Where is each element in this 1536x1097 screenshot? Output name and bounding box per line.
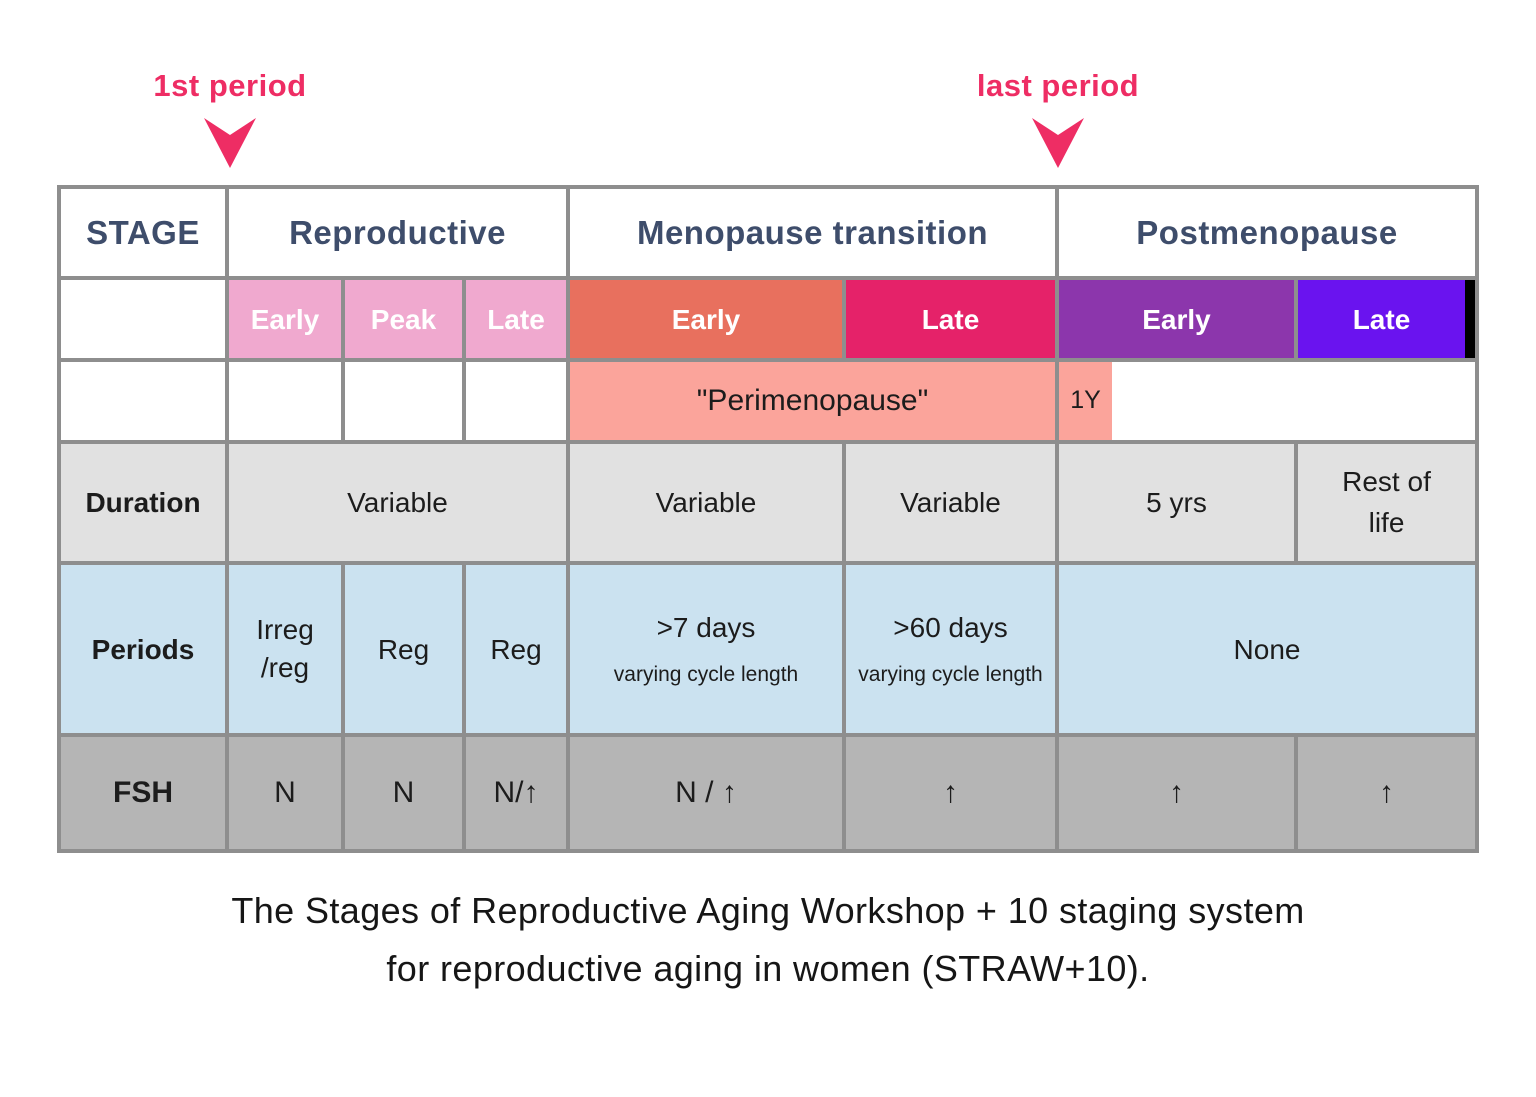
periods-gt60-subtext: varying cycle length — [858, 662, 1043, 686]
perimenopause-band: "Perimenopause" — [570, 362, 1055, 440]
last-period-label: last period — [976, 68, 1140, 103]
duration-transition-late: Variable — [846, 444, 1055, 561]
fsh-postmenopause-late: ↑ — [1298, 737, 1475, 849]
periods-reproductive-early: Irreg /reg — [229, 565, 341, 733]
duration-postmenopause-late: Rest of life — [1298, 444, 1475, 561]
fsh-reproductive-late: N/↑ — [466, 737, 566, 849]
duration-postmenopause-early: 5 yrs — [1059, 444, 1294, 561]
periods-reproductive-peak: Reg — [345, 565, 462, 733]
periods-row-label: Periods — [61, 565, 225, 733]
periods-gt7-days: >7 days — [656, 611, 756, 643]
duration-row-label: Duration — [61, 444, 225, 561]
one-year-block: 1Y — [1059, 362, 1112, 440]
periods-gt60-days: >60 days — [893, 611, 1008, 643]
periods-reproductive-late: Reg — [466, 565, 566, 733]
fsh-transition-early: N / ↑ — [570, 737, 842, 849]
perimenopause-empty-cell — [345, 362, 462, 440]
periods-transition-early: >7 days varying cycle length — [570, 565, 842, 733]
duration-transition-early: Variable — [570, 444, 842, 561]
fsh-reproductive-peak: N — [345, 737, 462, 849]
fsh-row-label: FSH — [61, 737, 225, 849]
down-arrow-icon — [204, 118, 256, 168]
fsh-postmenopause-early: ↑ — [1059, 737, 1294, 849]
fsh-transition-late: ↑ — [846, 737, 1055, 849]
perimenopause-empty-cell — [466, 362, 566, 440]
caption-line-1: The Stages of Reproductive Aging Worksho… — [231, 890, 1305, 931]
periods-postmenopause: None — [1059, 565, 1475, 733]
caption-line-2: for reproductive aging in women (STRAW+1… — [386, 948, 1150, 990]
header-reproductive: Reproductive — [229, 189, 566, 276]
substage-postmenopause-late: Late — [1298, 280, 1475, 358]
perimenopause-empty-cell — [229, 362, 341, 440]
header-stage: STAGE — [61, 189, 225, 276]
down-arrow-icon — [1032, 118, 1084, 168]
substage-reproductive-late: Late — [466, 280, 566, 358]
periods-transition-late: >60 days varying cycle length — [846, 565, 1055, 733]
first-period-label: 1st period — [153, 68, 307, 103]
periods-irreg-line2: /reg — [260, 652, 310, 683]
first-period-marker: 1st period — [130, 68, 330, 168]
perimenopause-empty-cell — [61, 362, 225, 440]
header-menopause-transition: Menopause transition — [570, 189, 1055, 276]
substage-transition-late: Late — [846, 280, 1055, 358]
last-period-marker: last period — [958, 68, 1158, 168]
substage-empty-cell — [61, 280, 225, 358]
substage-reproductive-peak: Peak — [345, 280, 462, 358]
caption: The Stages of Reproductive Aging Worksho… — [0, 882, 1536, 999]
periods-gt7-subtext: varying cycle length — [613, 662, 799, 686]
header-postmenopause: Postmenopause — [1059, 189, 1475, 276]
fsh-reproductive-early: N — [229, 737, 341, 849]
periods-irreg-line1: Irreg — [256, 614, 314, 646]
substage-postmenopause-early: Early — [1059, 280, 1294, 358]
substage-reproductive-early: Early — [229, 280, 341, 358]
substage-transition-early: Early — [570, 280, 842, 358]
duration-reproductive: Variable — [229, 444, 566, 561]
one-year-cell: 1Y — [1059, 362, 1475, 440]
staging-table: STAGE Reproductive Menopause transition … — [57, 185, 1479, 853]
